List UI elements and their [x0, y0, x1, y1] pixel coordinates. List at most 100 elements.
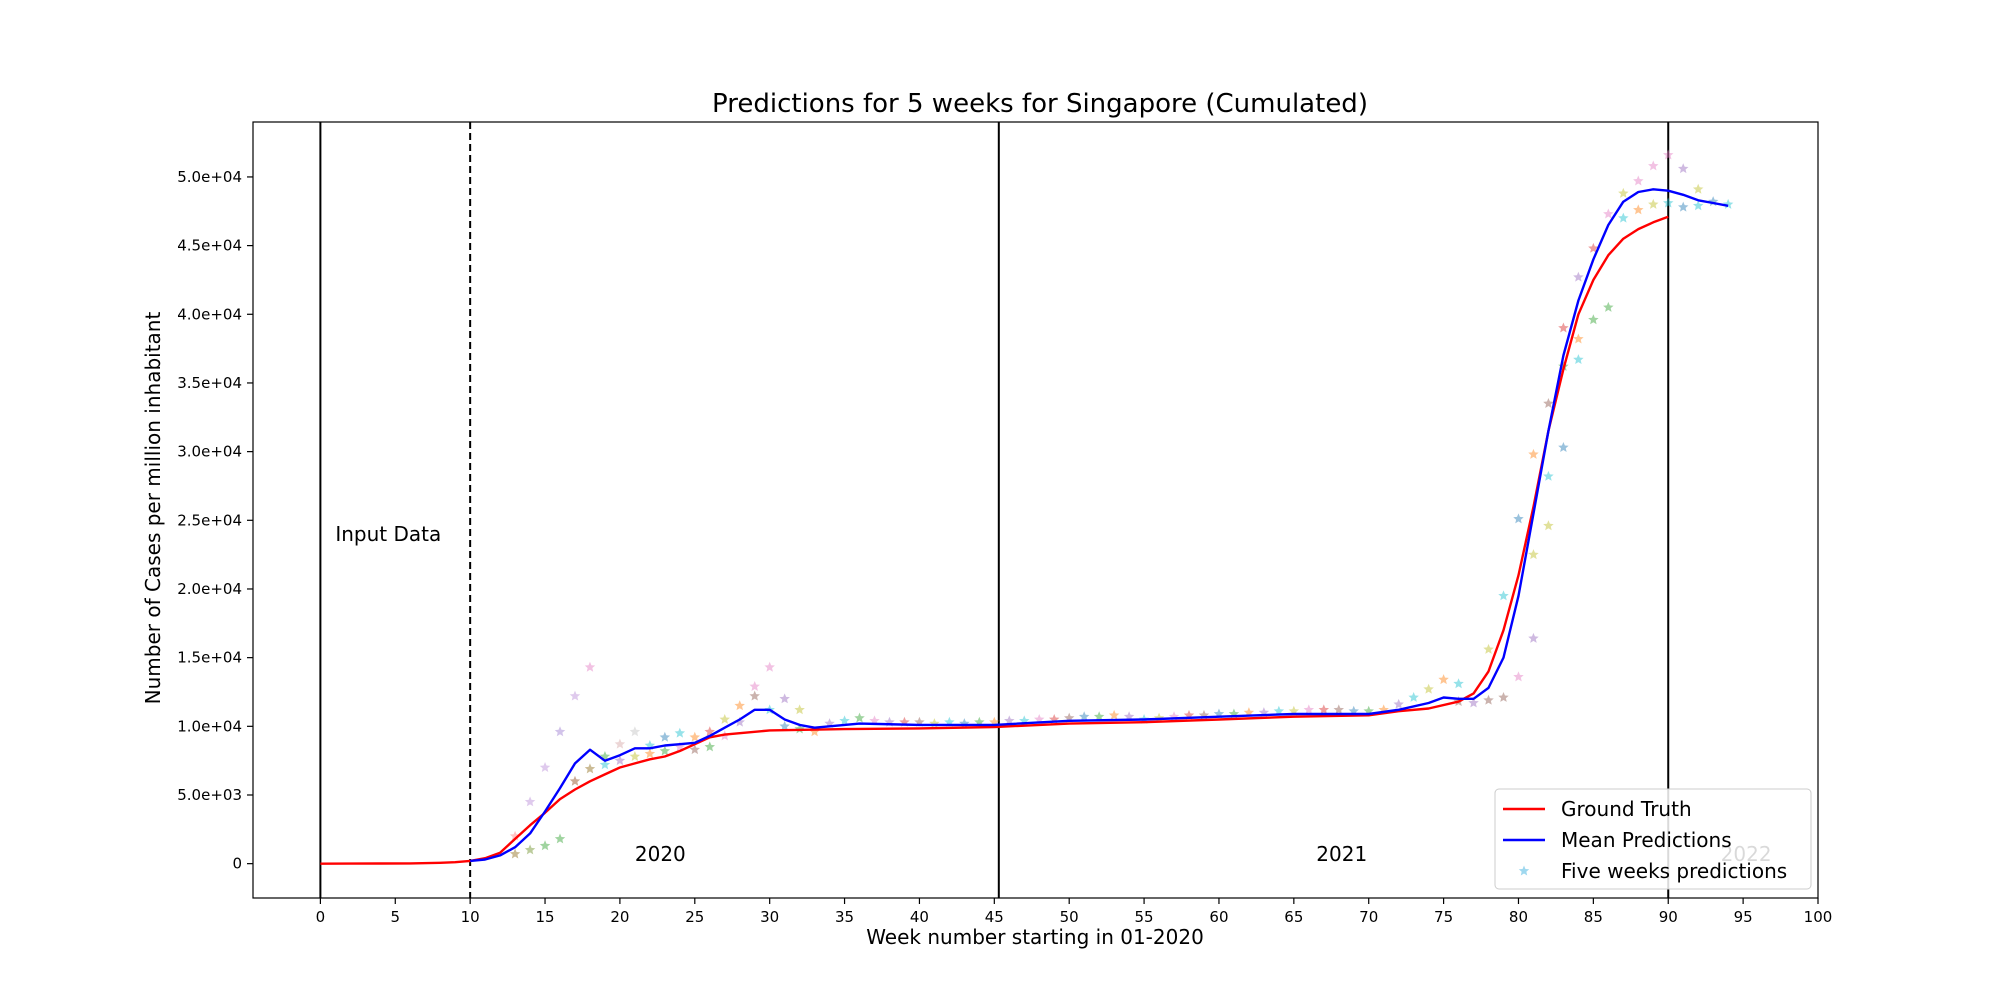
- y-tick-label: 4.5e+04: [177, 237, 242, 255]
- plot-area: [319, 122, 1734, 898]
- prediction-point-94: [1528, 448, 1539, 459]
- prediction-point-59: [1093, 711, 1105, 722]
- prediction-point-24: [689, 744, 701, 755]
- y-axis-label: Number of Cases per million inhabitant: [141, 312, 165, 705]
- prediction-point-80: [1408, 691, 1419, 702]
- annotation-2: 2021: [1316, 842, 1367, 866]
- x-tick-label: 25: [685, 908, 704, 926]
- y-tick-label: 1.5e+04: [177, 649, 242, 667]
- prediction-point-2: [524, 844, 536, 855]
- y-tick-label: 5.0e+04: [177, 168, 242, 186]
- prediction-point-12: [599, 759, 611, 770]
- prediction-point-35: [764, 661, 775, 672]
- prediction-point-11: [584, 661, 596, 672]
- prediction-point-26: [704, 741, 715, 752]
- x-tick-label: 90: [1659, 908, 1678, 926]
- x-tick-label: 95: [1734, 908, 1753, 926]
- prediction-point-81: [1423, 683, 1434, 694]
- prediction-point-98: [1558, 442, 1569, 452]
- prediction-point-121: [1722, 198, 1734, 209]
- prediction-point-31: [734, 700, 745, 711]
- prediction-point-9: [569, 690, 581, 701]
- annotation-0: Input Data: [335, 522, 441, 546]
- prediction-point-25: [689, 731, 701, 742]
- prediction-point-74: [1318, 704, 1330, 715]
- prediction-point-117: [1677, 163, 1689, 174]
- prediction-point-40: [809, 726, 820, 737]
- prediction-point-39: [794, 704, 805, 715]
- prediction-point-90: [1513, 671, 1524, 682]
- x-tick-label: 10: [461, 908, 480, 926]
- prediction-point-93: [1528, 549, 1539, 560]
- y-tick-label: 5.0e+03: [177, 786, 242, 804]
- prediction-point-116: [1677, 201, 1689, 212]
- prediction-point-33: [749, 680, 760, 691]
- y-tick-label: 3.5e+04: [177, 374, 242, 392]
- series-line-ground-truth: [320, 215, 1669, 865]
- prediction-point-21: [659, 731, 671, 742]
- prediction-point-87: [1483, 643, 1494, 654]
- legend-marker-star: [1518, 865, 1530, 876]
- prediction-point-102: [1573, 333, 1584, 344]
- prediction-point-4: [539, 840, 551, 851]
- prediction-point-58: [1078, 711, 1090, 722]
- x-tick-label: 0: [316, 908, 326, 926]
- plot-content: [319, 122, 1734, 898]
- x-tick-label: 40: [910, 908, 929, 926]
- x-tick-label: 55: [1135, 908, 1154, 926]
- prediction-point-85: [1468, 697, 1479, 708]
- x-tick-label: 60: [1209, 908, 1228, 926]
- y-tick-label: 3.0e+04: [177, 443, 242, 461]
- prediction-point-112: [1648, 198, 1659, 209]
- x-tick-label: 35: [835, 908, 854, 926]
- x-tick-label: 85: [1584, 908, 1603, 926]
- x-tick-label: 75: [1434, 908, 1453, 926]
- prediction-point-42: [839, 715, 850, 726]
- prediction-point-23: [674, 727, 686, 738]
- prediction-point-91: [1513, 513, 1524, 524]
- x-tick-label: 50: [1060, 908, 1079, 926]
- x-tick-label: 30: [760, 908, 779, 926]
- legend-box: [1494, 788, 1812, 890]
- prediction-point-113: [1648, 160, 1659, 171]
- y-tick-label: 2.5e+04: [177, 511, 242, 529]
- legend-entry: Mean Predictions: [1561, 828, 1732, 852]
- prediction-point-92: [1528, 632, 1539, 643]
- prediction-point-14: [614, 755, 626, 766]
- x-tick-label: 65: [1284, 908, 1303, 926]
- prediction-point-106: [1603, 301, 1614, 312]
- prediction-point-60: [1108, 709, 1120, 720]
- prediction-point-37: [779, 693, 790, 704]
- prediction-point-7: [554, 726, 566, 737]
- x-axis-label: Week number starting in 01-2020: [866, 925, 1204, 949]
- y-tick-label: 0: [232, 855, 242, 873]
- prediction-point-8: [569, 775, 581, 786]
- prediction-point-15: [614, 738, 626, 749]
- prediction-point-29: [719, 713, 730, 724]
- prediction-point-17: [629, 726, 641, 737]
- prediction-point-83: [1453, 678, 1464, 689]
- prediction-point-73: [1303, 704, 1315, 715]
- prediction-point-95: [1543, 520, 1554, 531]
- prediction-point-108: [1618, 212, 1629, 223]
- prediction-point-88: [1498, 691, 1509, 702]
- x-tick-label: 80: [1509, 908, 1528, 926]
- prediction-point-115: [1663, 149, 1674, 160]
- prediction-point-75: [1333, 704, 1344, 715]
- prediction-point-103: [1573, 271, 1584, 282]
- prediction-point-109: [1618, 187, 1629, 198]
- prediction-point-114: [1663, 197, 1674, 208]
- prediction-point-6: [554, 833, 566, 844]
- prediction-point-32: [749, 690, 760, 701]
- prediction-point-105: [1588, 242, 1599, 253]
- y-axis: 0 5.0e+03 1.0e+04 1.5e+04 2.0e+04 2.5e+04 3.0e…: [177, 168, 253, 873]
- x-axis: 0 5 10 15 20 25 30 35 40 45 50 55 60 65 70 75 80 85 90 95 10…: [316, 898, 1832, 926]
- prediction-point-111: [1633, 175, 1644, 186]
- prediction-point-30: [734, 716, 745, 727]
- prediction-point-18: [644, 748, 656, 759]
- prediction-point-16: [629, 751, 641, 761]
- prediction-point-48: [929, 718, 940, 729]
- y-tick-label: 1.0e+04: [177, 717, 242, 735]
- prediction-point-118: [1692, 200, 1704, 211]
